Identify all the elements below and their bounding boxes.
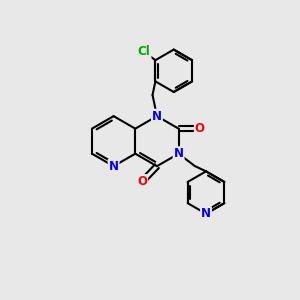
Text: Cl: Cl bbox=[138, 45, 151, 58]
Text: N: N bbox=[174, 147, 184, 160]
Text: O: O bbox=[137, 175, 147, 188]
Text: N: N bbox=[152, 110, 162, 123]
Text: N: N bbox=[109, 160, 118, 173]
Text: O: O bbox=[195, 122, 205, 135]
Text: N: N bbox=[201, 207, 211, 220]
